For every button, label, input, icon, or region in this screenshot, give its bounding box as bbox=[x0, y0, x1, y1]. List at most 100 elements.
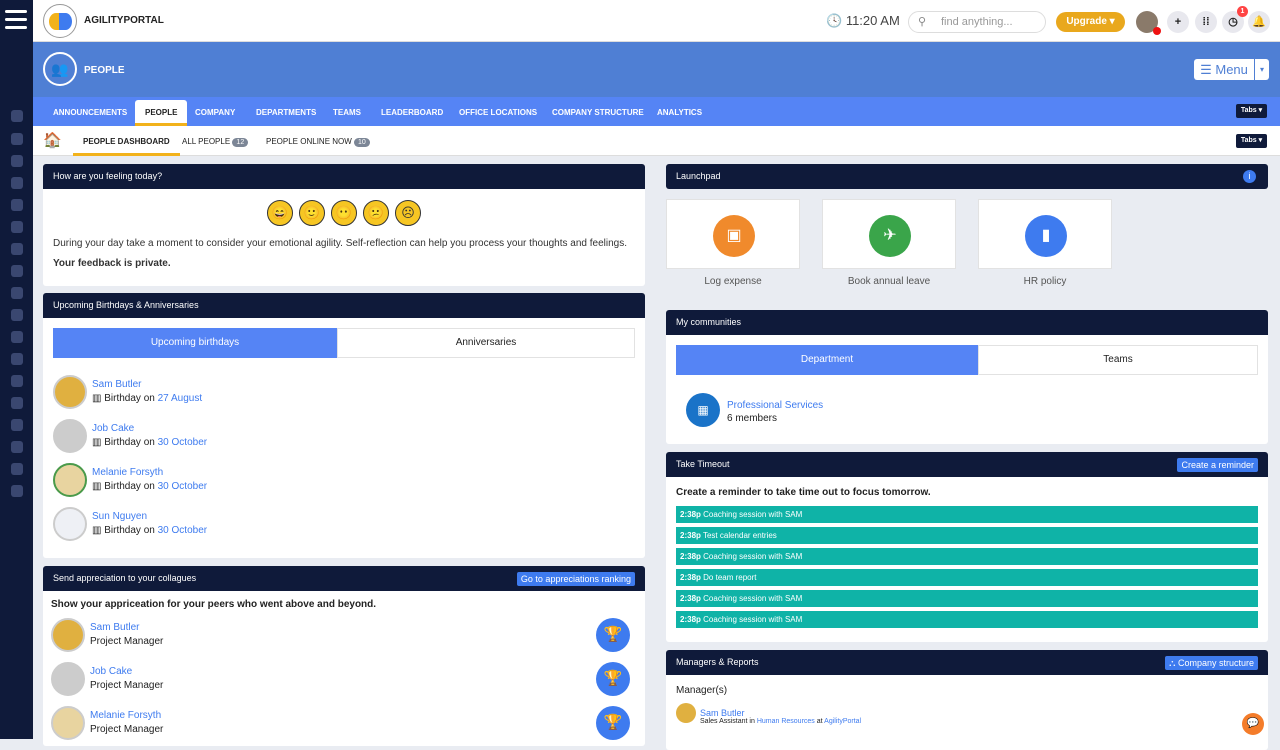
user-avatar[interactable] bbox=[1136, 11, 1161, 35]
reminder-item[interactable]: 2:38p Coaching session with SAM bbox=[676, 590, 1258, 607]
history-icon[interactable]: ◷ 1 bbox=[1222, 6, 1248, 33]
tab-announcements[interactable]: ANNOUNCEMENTS bbox=[53, 108, 128, 117]
laptop-icon[interactable] bbox=[11, 331, 23, 343]
store-icon[interactable] bbox=[11, 265, 23, 277]
timeout-card: Take Timeout Create a reminder Create a r… bbox=[666, 452, 1268, 642]
mood-confused-icon[interactable]: 😕 bbox=[363, 200, 389, 226]
manager-name[interactable]: Sam Butler bbox=[700, 708, 745, 718]
person-role: Project Manager bbox=[90, 636, 164, 647]
bell-icon[interactable]: 🔔 bbox=[1248, 11, 1270, 33]
birthday-info: ▥ Birthday on 30 October bbox=[92, 481, 208, 492]
sitemap-icon[interactable] bbox=[11, 353, 23, 365]
trophy-icon[interactable]: 🏆 bbox=[596, 706, 630, 740]
tab-upcoming-birthdays[interactable]: Upcoming birthdays bbox=[53, 328, 337, 358]
tab-people[interactable]: PEOPLE bbox=[135, 100, 188, 126]
people-icon: 👥 bbox=[43, 52, 77, 86]
person-name[interactable]: Sam Butler bbox=[90, 622, 140, 633]
tab-company-structure[interactable]: COMPANY STRUCTURE bbox=[552, 108, 644, 117]
upgrade-button[interactable]: Upgrade ▾ bbox=[1056, 12, 1125, 32]
person-name[interactable]: Job Cake bbox=[92, 423, 135, 434]
subtab-label: PEOPLE ONLINE NOW bbox=[266, 137, 352, 146]
mood-selector: 😄 🙂 😶 😕 ☹ bbox=[43, 200, 645, 226]
mood-happy-icon[interactable]: 🙂 bbox=[299, 200, 325, 226]
search-placeholder: find anything... bbox=[941, 16, 1013, 28]
manager-info: Sales Assistant in Human Resources at Ag… bbox=[700, 718, 862, 725]
subtab-people-dashboard[interactable]: PEOPLE DASHBOARD bbox=[73, 126, 180, 156]
search-icon[interactable] bbox=[11, 243, 23, 255]
chart-icon[interactable] bbox=[11, 441, 23, 453]
trophy-icon[interactable]: 🏆 bbox=[596, 662, 630, 696]
mood-neutral-icon[interactable]: 😶 bbox=[331, 200, 357, 226]
home-icon[interactable] bbox=[11, 110, 23, 122]
launchpad-log-expense[interactable]: ▣ bbox=[666, 199, 800, 269]
document-icon[interactable] bbox=[11, 419, 23, 431]
menu-dropdown-button[interactable]: ▾ bbox=[1255, 59, 1269, 80]
tab-leaderboard[interactable]: LEADERBOARD bbox=[381, 108, 444, 117]
calendar-icon[interactable] bbox=[11, 287, 23, 299]
tab-teams[interactable]: Teams bbox=[978, 345, 1258, 375]
reminder-item[interactable]: 2:38p Do team report bbox=[676, 569, 1258, 586]
community-name[interactable]: Professional Services bbox=[727, 400, 824, 411]
managers-label: Manager(s) bbox=[676, 685, 728, 696]
tab-anniversaries[interactable]: Anniversaries bbox=[337, 328, 635, 358]
reminder-item[interactable]: 2:38p Test calendar entries bbox=[676, 527, 1258, 544]
launchpad-label[interactable]: Log expense bbox=[704, 276, 762, 287]
launchpad-label[interactable]: HR policy bbox=[1023, 276, 1067, 287]
person-role: Project Manager bbox=[90, 724, 164, 735]
tabs-dropdown-button[interactable]: Tabs ▾ bbox=[1236, 104, 1267, 118]
person-name[interactable]: Job Cake bbox=[90, 666, 133, 677]
create-reminder-button[interactable]: Create a reminder bbox=[1177, 458, 1258, 472]
hamburger-menu-icon[interactable] bbox=[5, 10, 27, 34]
person-name[interactable]: Sun Nguyen bbox=[92, 511, 148, 522]
search-input[interactable]: ⚲ find anything... bbox=[908, 11, 1046, 33]
subtab-all-people[interactable]: ALL PEOPLE 12 bbox=[172, 126, 258, 156]
menu-button[interactable]: ☰ Menu bbox=[1194, 59, 1254, 80]
info-icon[interactable]: i bbox=[1243, 170, 1256, 183]
mood-sad-icon[interactable]: ☹ bbox=[395, 200, 421, 226]
company-structure-button[interactable]: ⛬ Company structure bbox=[1165, 656, 1258, 670]
birthdays-card: Upcoming Birthdays & Anniversaries Upcom… bbox=[43, 293, 645, 558]
chat-icon[interactable]: 💬 bbox=[1242, 713, 1264, 735]
support-icon[interactable] bbox=[11, 133, 23, 145]
logo[interactable] bbox=[43, 4, 77, 38]
news-icon[interactable] bbox=[11, 177, 23, 189]
megaphone-icon[interactable] bbox=[11, 375, 23, 387]
tab-office-locations[interactable]: OFFICE LOCATIONS bbox=[459, 108, 538, 117]
person-name[interactable]: Melanie Forsyth bbox=[92, 467, 164, 478]
trophy-icon[interactable]: 🏆 bbox=[596, 618, 630, 652]
clock-icon: 🕓 bbox=[826, 13, 843, 28]
tab-departments[interactable]: DEPARTMENTS bbox=[256, 108, 317, 117]
people-icon[interactable] bbox=[11, 155, 23, 167]
list-icon[interactable] bbox=[11, 199, 23, 211]
reminder-item[interactable]: 2:38p Coaching session with SAM bbox=[676, 611, 1258, 628]
launchpad-label[interactable]: Book annual leave bbox=[847, 276, 931, 287]
subtab-people-online[interactable]: PEOPLE ONLINE NOW 10 bbox=[256, 126, 380, 156]
tab-department[interactable]: Department bbox=[676, 345, 978, 375]
appreciation-card: Send appreciation to your collagues Go to… bbox=[43, 566, 645, 746]
tab-teams[interactable]: TEAMS bbox=[333, 108, 361, 117]
appreciations-ranking-button[interactable]: Go to appreciations ranking bbox=[516, 572, 635, 586]
reminder-item[interactable]: 2:38p Coaching session with SAM bbox=[676, 548, 1258, 565]
mood-very-happy-icon[interactable]: 😄 bbox=[267, 200, 293, 226]
building-icon[interactable] bbox=[11, 221, 23, 233]
add-button[interactable]: + bbox=[1167, 11, 1189, 33]
launchpad-book-leave[interactable]: ✈ bbox=[822, 199, 956, 269]
logout-icon[interactable] bbox=[11, 485, 23, 497]
launchpad-hr-policy[interactable]: ▮ bbox=[978, 199, 1112, 269]
reminder-item[interactable]: 2:38p Coaching session with SAM bbox=[676, 506, 1258, 523]
tab-analytics[interactable]: ANALYTICS bbox=[657, 108, 703, 117]
apps-grid-icon[interactable]: ⁞⁞ bbox=[1195, 11, 1217, 33]
chat-icon[interactable] bbox=[11, 309, 23, 321]
avatar bbox=[53, 463, 87, 497]
tab-company[interactable]: COMPANY bbox=[195, 108, 236, 117]
gear-icon[interactable] bbox=[11, 463, 23, 475]
birthday-info: ▥ Birthday on 27 August bbox=[92, 393, 203, 404]
person-name[interactable]: Melanie Forsyth bbox=[90, 710, 162, 721]
card-title: Take Timeout bbox=[676, 459, 730, 469]
building-icon: ▦ bbox=[686, 393, 720, 427]
person-name[interactable]: Sam Butler bbox=[92, 379, 142, 390]
plane-icon: ✈ bbox=[869, 215, 911, 257]
home-icon[interactable]: 🏠 bbox=[43, 132, 62, 149]
tabs-dropdown-button[interactable]: Tabs ▾ bbox=[1236, 134, 1267, 148]
user-icon[interactable] bbox=[11, 397, 23, 409]
